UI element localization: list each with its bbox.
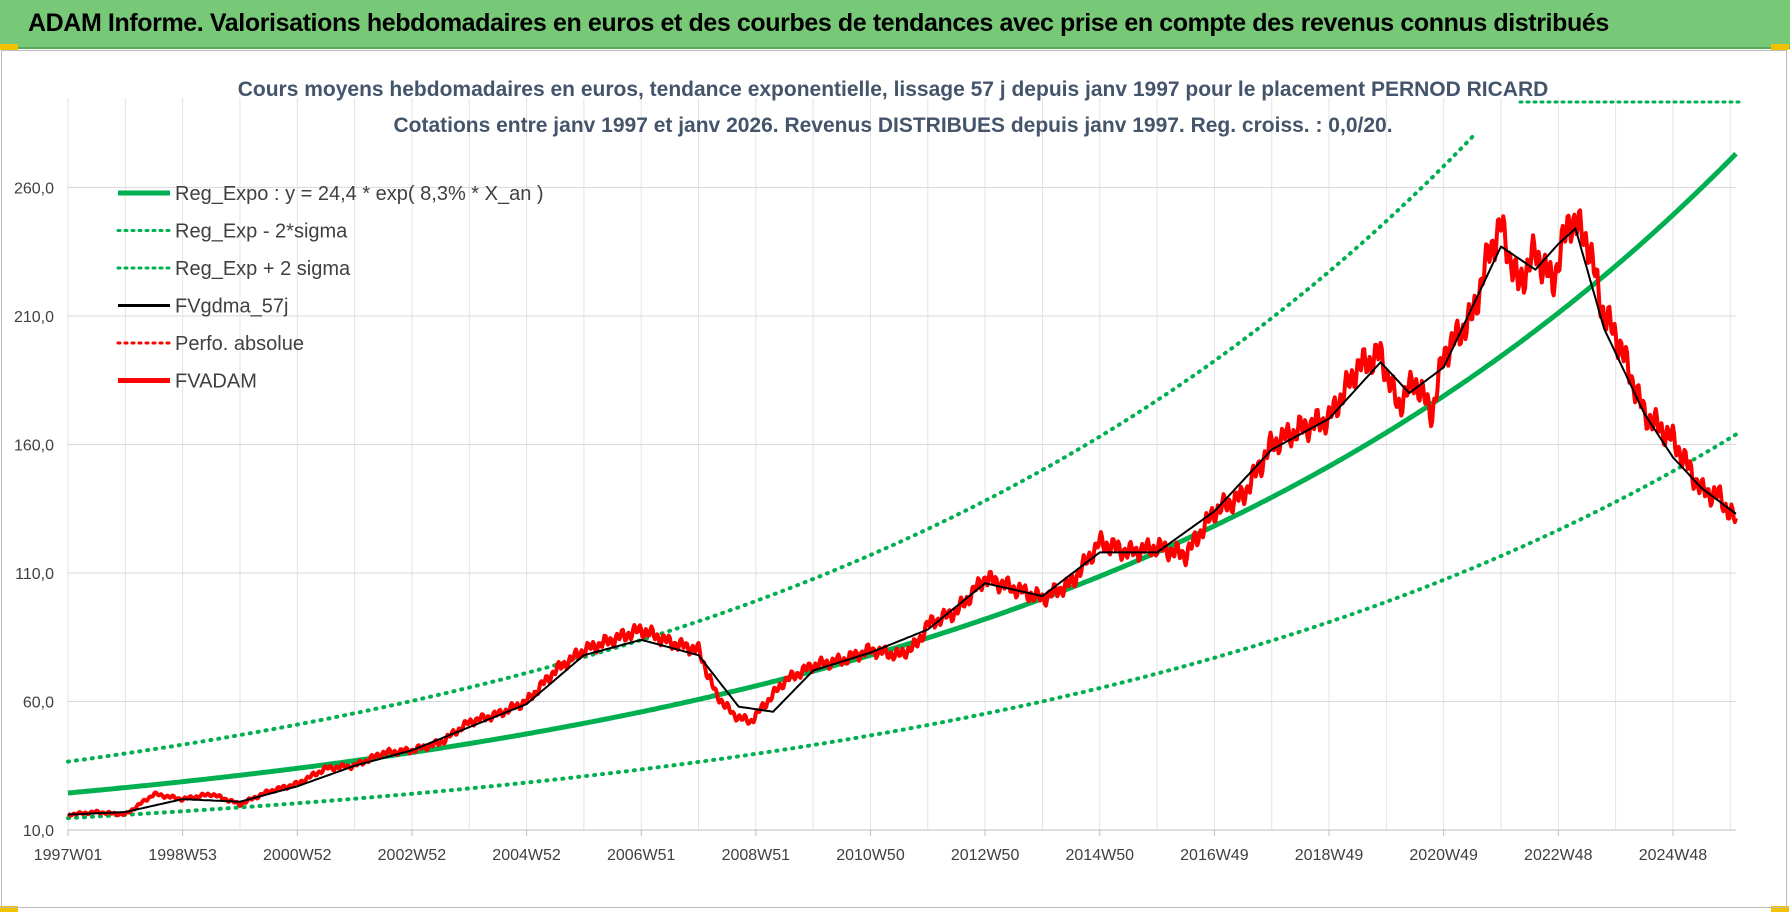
x-tick-label: 2004W52 xyxy=(492,847,561,864)
fvgdma-line xyxy=(67,227,1737,816)
y-tick-label: 210,0 xyxy=(14,309,54,326)
banner-title: ADAM Informe. Valorisations hebdomadaire… xyxy=(28,9,1609,37)
legend-label: FVADAM xyxy=(175,371,257,393)
y-tick-label: 110,0 xyxy=(15,566,54,583)
y-tick-label: 160,0 xyxy=(14,437,54,454)
reg-exp-minus-2sigma-line xyxy=(66,432,1738,821)
y-tick-label: 260,0 xyxy=(14,180,54,197)
chart-title-line2: Cotations entre janv 1997 et janv 2026. … xyxy=(393,114,1392,137)
legend-label: Reg_Exp + 2 sigma xyxy=(175,258,351,280)
x-tick-label: 2024W48 xyxy=(1639,847,1708,864)
curves xyxy=(66,134,1738,821)
x-tick-label: 2020W49 xyxy=(1409,847,1478,864)
legend: Reg_Expo : y = 24,4 * exp( 8,3% * X_an )… xyxy=(116,183,544,393)
x-tick-label: 2010W50 xyxy=(836,847,905,864)
x-tick-label: 2022W48 xyxy=(1524,847,1593,864)
legend-label: Perfo. absolue xyxy=(175,333,304,355)
legend-label: Reg_Expo : y = 24,4 * exp( 8,3% * X_an ) xyxy=(175,183,544,205)
axes: 10,0 60,0 110,0 160,0 210,0 260,0 1997W01 1998W… xyxy=(14,180,1736,864)
legend-label: Reg_Exp - 2*sigma xyxy=(175,221,348,243)
chart-frame xyxy=(1,50,1787,908)
x-tick-label: 2018W49 xyxy=(1295,847,1364,864)
corner-marker xyxy=(1771,906,1789,912)
grid xyxy=(67,98,1736,831)
x-tick-label: 2016W49 xyxy=(1180,847,1249,864)
x-tick-label: 2008W51 xyxy=(722,847,791,864)
y-tick-label: 10,0 xyxy=(23,823,54,840)
x-tick-label: 2002W52 xyxy=(378,847,447,864)
legend-label: FVgdma_57j xyxy=(175,296,288,318)
reg-expo-line xyxy=(67,151,1738,796)
corner-marker xyxy=(1771,44,1789,50)
x-tick-label: 2000W52 xyxy=(263,847,332,864)
reg-exp-plus-2sigma-line xyxy=(66,134,1475,764)
fvadam-line xyxy=(66,208,1738,818)
x-tick-label: 1998W53 xyxy=(148,847,217,864)
corner-marker xyxy=(0,906,18,912)
chart-title-line1: Cours moyens hebdomadaires en euros, ten… xyxy=(238,78,1549,101)
x-tick-label: 2014W50 xyxy=(1066,847,1135,864)
x-tick-label: 2012W50 xyxy=(951,847,1020,864)
header-banner: ADAM Informe. Valorisations hebdomadaire… xyxy=(0,0,1790,49)
y-tick-label: 60,0 xyxy=(23,694,54,711)
x-tick-label: 1997W01 xyxy=(34,847,103,864)
x-tick-label: 2006W51 xyxy=(607,847,676,864)
corner-marker xyxy=(0,44,18,50)
